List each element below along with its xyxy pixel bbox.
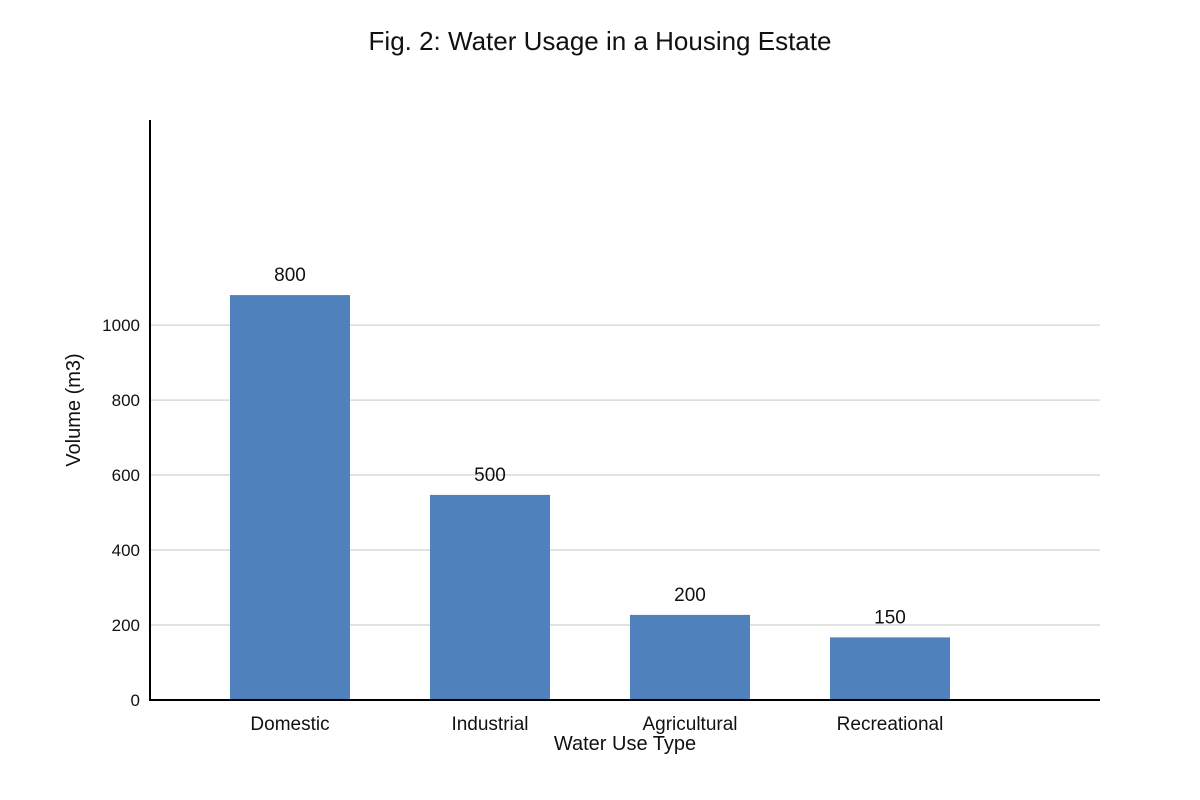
x-axis-title: Water Use Type [554, 733, 696, 755]
data-label: 200 [674, 585, 706, 606]
data-label: 150 [874, 607, 906, 628]
bar-recreational [830, 637, 950, 700]
y-tick-label: 200 [112, 616, 140, 635]
x-tick-label: Domestic [250, 714, 329, 735]
bars [230, 295, 950, 700]
x-tick-label: Industrial [451, 714, 528, 735]
bar-industrial [430, 494, 550, 700]
x-tick-label: Agricultural [642, 714, 737, 735]
y-tick-label: 1000 [102, 316, 140, 335]
data-labels: 800 500 200 150 [274, 265, 906, 628]
chart-title: Fig. 2: Water Usage in a Housing Estate [369, 26, 832, 56]
bar-domestic [230, 295, 350, 700]
x-tick-labels: Domestic Industrial Agricultural Recreation… [250, 714, 943, 735]
y-tick-label: 400 [112, 541, 140, 560]
x-tick-label: Recreational [837, 714, 944, 735]
y-tick-label: 0 [131, 691, 140, 710]
data-label: 500 [474, 465, 506, 486]
bar-agricultural [630, 614, 750, 700]
y-tick-label: 600 [112, 466, 140, 485]
data-label: 800 [274, 265, 306, 286]
y-tick-labels: 0 200 400 600 800 1000 [102, 316, 140, 710]
y-tick-label: 800 [112, 391, 140, 410]
y-axis-title: Volume (m3) [63, 353, 85, 466]
